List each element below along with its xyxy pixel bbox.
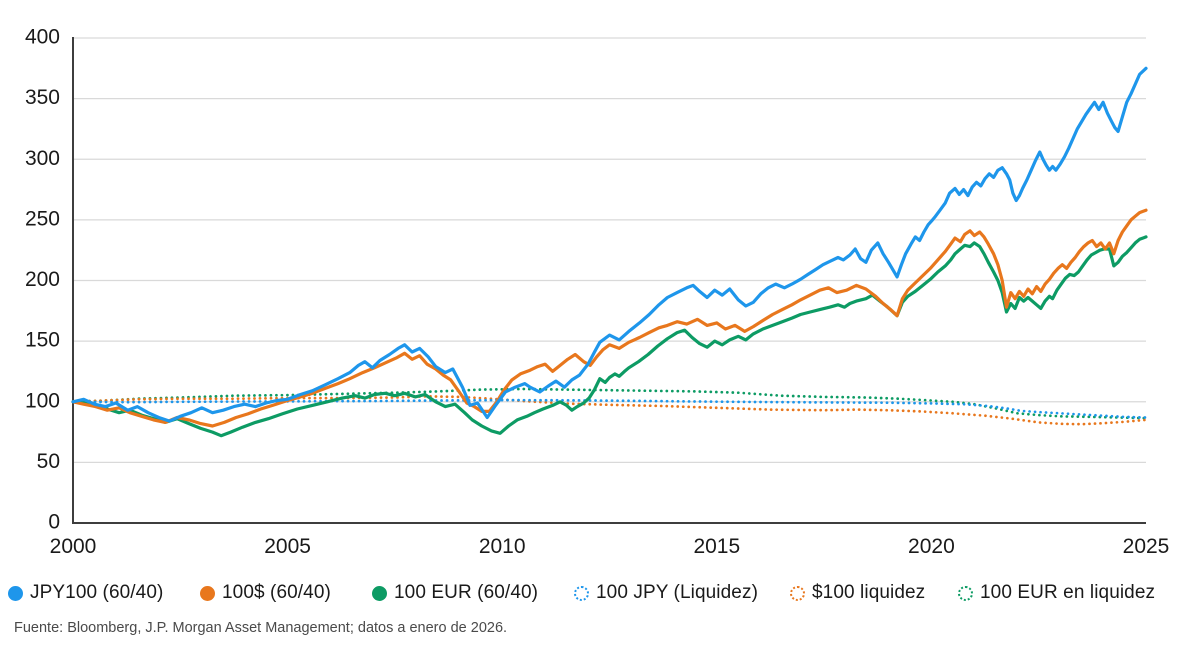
legend-label: 100 EUR (60/40)	[394, 582, 539, 603]
y-tick-label: 250	[25, 207, 60, 230]
chart-legend: JPY100 (60/40) 100$ (60/40) 100 EUR (60/…	[0, 582, 1200, 606]
legend-item-eur-cash: 100 EUR en liquidez	[958, 582, 1155, 604]
y-tick-label: 400	[25, 26, 60, 49]
x-tick-label: 2020	[908, 535, 955, 558]
legend-label: 100 EUR en liquidez	[980, 582, 1156, 603]
source-footnote: Fuente: Bloomberg, J.P. Morgan Asset Man…	[14, 620, 508, 636]
y-tick-label: 200	[25, 268, 60, 291]
series-portfolio-1E96EB	[71, 66, 1148, 423]
series-cash-1E96EB	[71, 398, 1148, 419]
series-cash-E8771D	[71, 394, 1148, 426]
usd-6040-solid-dot-icon	[200, 585, 215, 601]
series-portfolio-0D9B64	[71, 235, 1148, 438]
legend-item-jpy-cash: 100 JPY (Liquidez)	[574, 582, 758, 604]
y-tick-label: 0	[48, 511, 60, 534]
x-tick-label: 2010	[479, 535, 526, 558]
legend-item-eur-6040: 100 EUR (60/40)	[372, 582, 538, 604]
x-tick-label: 2025	[1123, 535, 1170, 558]
series-portfolio-E8771D	[71, 208, 1148, 428]
series-cash-0D9B64	[71, 387, 1148, 420]
chart-canvas: 0 50 100 150 200 250 300 350 400 2000 2005 2010 2015…	[25, 26, 1170, 558]
legend-label: $100 liquidez	[812, 582, 926, 603]
y-tick-label: 100	[25, 389, 60, 412]
y-tick-label: 150	[25, 329, 60, 352]
legend-label: 100$ (60/40)	[222, 582, 331, 603]
eur-cash-dotted-circle-icon	[958, 585, 973, 601]
legend-item-jpy-6040: JPY100 (60/40)	[8, 582, 163, 604]
legend-label: JPY100 (60/40)	[30, 582, 164, 603]
eur-6040-solid-dot-icon	[372, 585, 387, 601]
x-tick-label: 2015	[693, 535, 740, 558]
y-tick-label: 50	[37, 450, 60, 473]
x-tick-label: 2005	[264, 535, 311, 558]
y-tick-label: 350	[25, 86, 60, 109]
jpy-6040-solid-dot-icon	[8, 585, 23, 601]
usd-cash-dotted-circle-icon	[790, 585, 805, 601]
legend-item-usd-6040: 100$ (60/40)	[200, 582, 331, 604]
legend-item-usd-cash: $100 liquidez	[790, 582, 925, 604]
x-tick-label: 2000	[50, 535, 97, 558]
jpy-cash-dotted-circle-icon	[574, 585, 589, 601]
y-tick-label: 300	[25, 147, 60, 170]
performance-line-chart: 0 50 100 150 200 250 300 350 400 2000 2005 2010 2015…	[25, 26, 1170, 558]
legend-label: 100 JPY (Liquidez)	[596, 582, 758, 603]
